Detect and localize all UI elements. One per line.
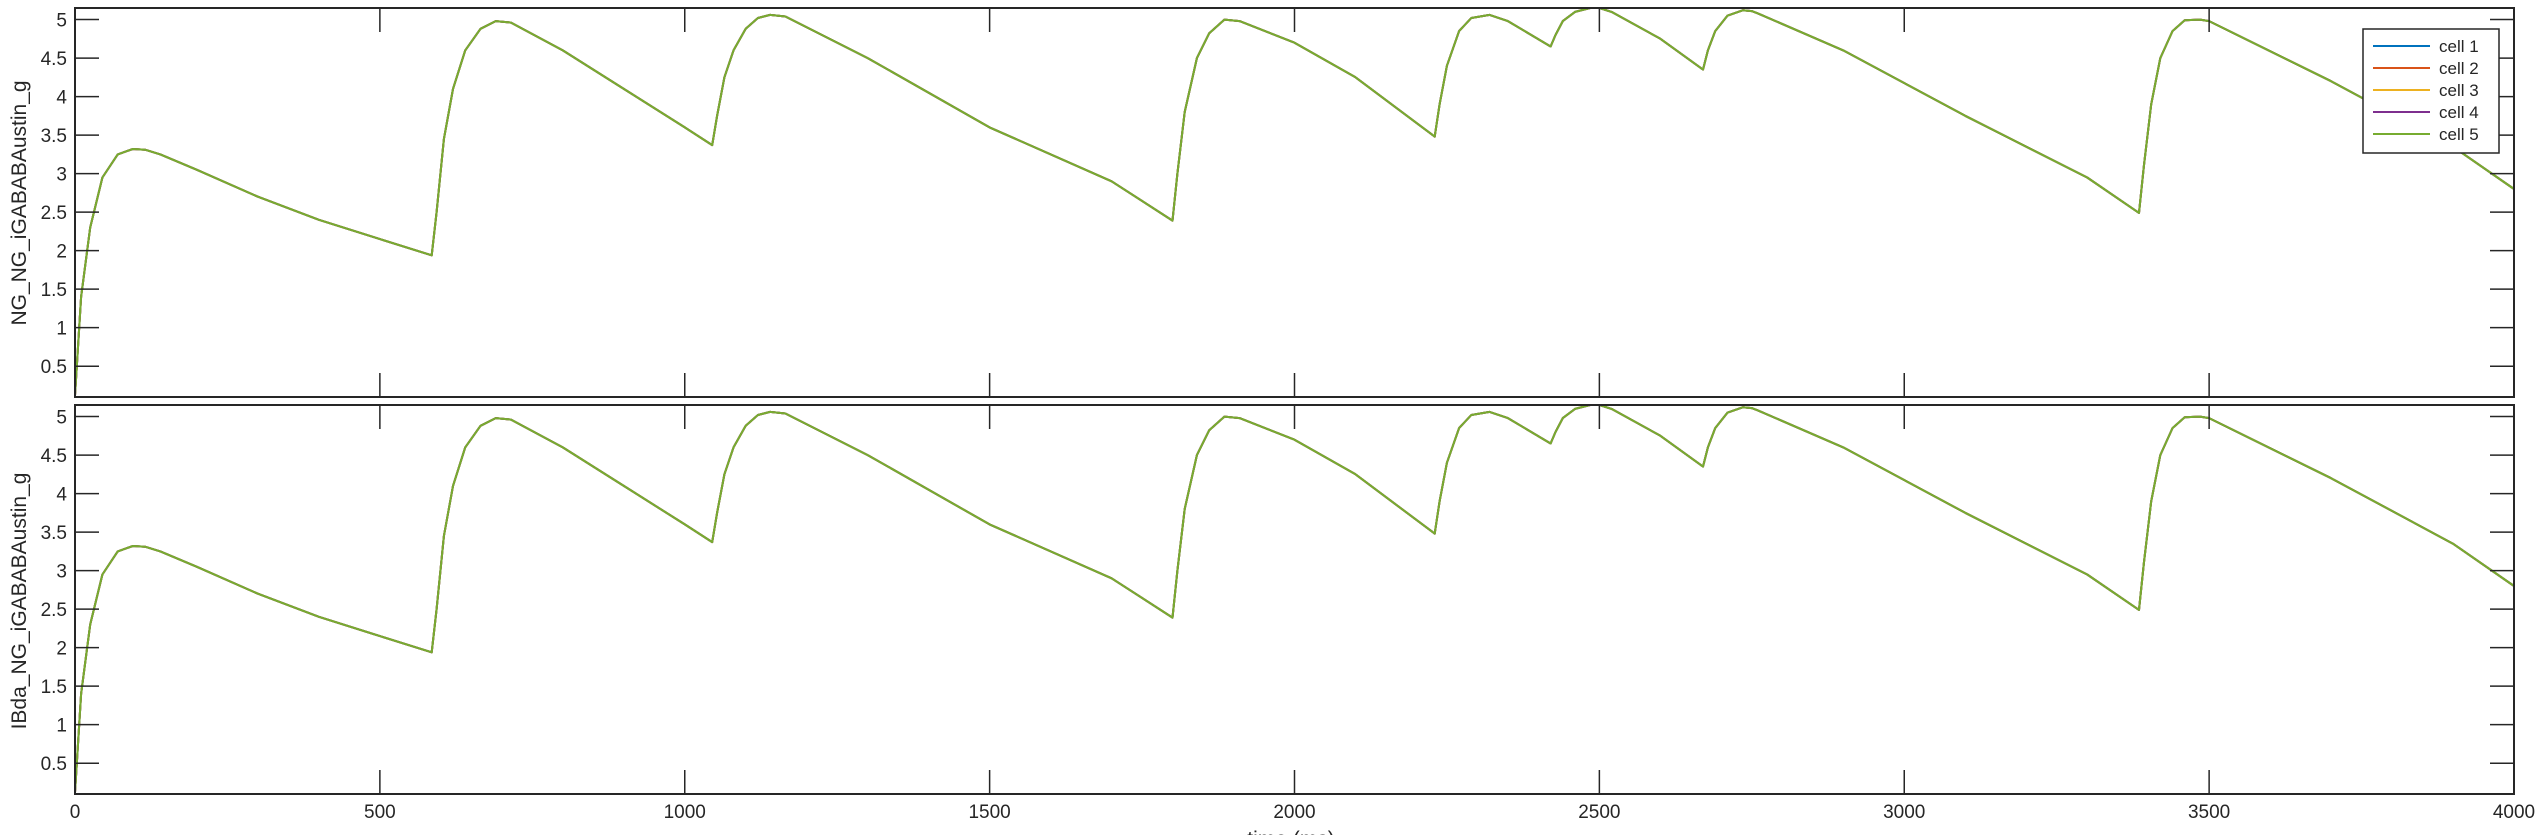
y-tick-label: 3.5 <box>41 126 67 147</box>
legend-label-cell-3: cell 3 <box>2439 81 2479 100</box>
series-line-cell-5 <box>74 404 2515 793</box>
y-tick-label: 4 <box>56 88 67 109</box>
x-tick-label: 0 <box>70 802 81 823</box>
x-tick-label: 1000 <box>664 802 706 823</box>
series-line-cell-4 <box>74 404 2515 793</box>
legend-label-cell-4: cell 4 <box>2439 103 2479 122</box>
series-line-cell-3 <box>74 404 2515 793</box>
legend: cell 1 cell 2 cell 3 cell 4 cell 5 <box>2362 28 2500 154</box>
axes-box <box>74 404 2515 795</box>
legend-label-cell-1: cell 1 <box>2439 37 2479 56</box>
y-tick-label: 3 <box>56 562 67 583</box>
y-tick-label: 1.5 <box>41 677 67 698</box>
y-tick-label: 5 <box>56 11 67 32</box>
y-tick-label: 2 <box>56 242 67 263</box>
y-tick-label: 2.5 <box>41 203 67 224</box>
y-tick-label: 1 <box>56 716 67 737</box>
top-panel: NG_NG_iGABABAustin_g 0.5 1 1.5 2 2.5 3 3.5 4 4.5… <box>8 7 2515 398</box>
x-tick-label: 4000 <box>2493 802 2535 823</box>
y-tick-label: 4.5 <box>41 446 67 467</box>
series-line-cell-1 <box>74 404 2515 793</box>
x-tick-label: 3500 <box>2188 802 2230 823</box>
series-line-cell-4 <box>74 7 2515 396</box>
x-tick-label: 2500 <box>1578 802 1620 823</box>
y-tick-label: 5 <box>56 408 67 429</box>
x-tick-label: 500 <box>364 802 396 823</box>
y-tick-label: 3 <box>56 165 67 186</box>
y-tick-label: 0.5 <box>41 754 67 775</box>
y-axis-label: IBda_NG_iGABABAustin_g <box>8 473 31 730</box>
x-axis-label: time (ms) <box>1247 828 1335 835</box>
series-line-cell-3 <box>74 7 2515 396</box>
series-line-cell-5 <box>74 7 2515 396</box>
series-line-cell-2 <box>74 7 2515 396</box>
legend-label-cell-2: cell 2 <box>2439 59 2479 78</box>
y-tick-label: 4 <box>56 485 67 506</box>
y-tick-label: 1.5 <box>41 280 67 301</box>
x-tick-label: 2000 <box>1273 802 1315 823</box>
bottom-panel: IBda_NG_iGABABAustin_g time (ms) 0.5 1 1.5… <box>8 404 2535 835</box>
x-tick-label: 3000 <box>1883 802 1925 823</box>
series-line-cell-1 <box>74 7 2515 396</box>
y-tick-label: 2 <box>56 639 67 660</box>
series-line-cell-2 <box>74 404 2515 793</box>
y-tick-label: 3.5 <box>41 523 67 544</box>
y-tick-label: 0.5 <box>41 357 67 378</box>
axes-box <box>74 7 2515 398</box>
legend-label-cell-5: cell 5 <box>2439 125 2479 144</box>
y-tick-label: 4.5 <box>41 49 67 70</box>
y-axis-label: NG_NG_iGABABAustin_g <box>8 80 31 325</box>
y-tick-label: 1 <box>56 319 67 340</box>
x-tick-label: 1500 <box>968 802 1010 823</box>
y-tick-label: 2.5 <box>41 600 67 621</box>
